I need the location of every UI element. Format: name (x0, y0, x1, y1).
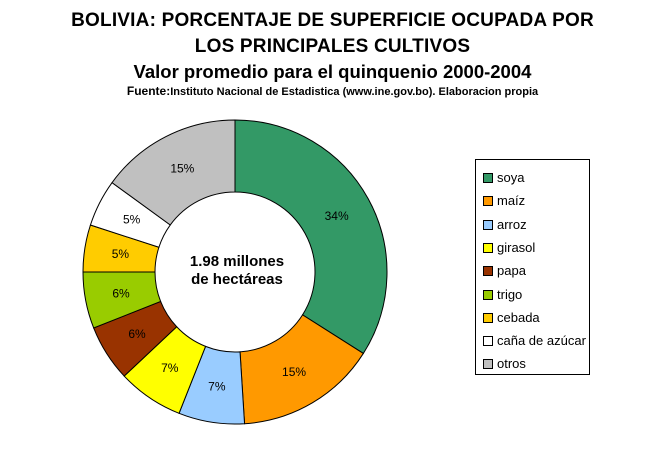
legend-swatch (483, 266, 493, 277)
slice-label-5: 6% (112, 287, 130, 301)
legend-swatch (483, 196, 493, 207)
legend-swatch (483, 173, 493, 183)
slice-label-1: 15% (282, 365, 306, 379)
legend-label: maíz (497, 193, 526, 209)
legend-swatch (483, 219, 493, 230)
legend-swatch (483, 336, 493, 347)
legend-label: arroz (497, 216, 527, 232)
legend-swatch (483, 312, 493, 323)
center-label-line1: 1.98 millones (190, 253, 284, 270)
legend-swatch (483, 359, 493, 370)
legend-label: caña de azúcar (497, 333, 586, 349)
legend-swatch (483, 242, 493, 253)
slice-label-7: 5% (123, 212, 141, 226)
slice-label-3: 7% (161, 361, 179, 375)
slice-label-0: 34% (325, 209, 349, 223)
donut-value-labels: 34% 15% 7% 7% 6% 6% 5% 5% 15% (112, 162, 349, 394)
chart-legend: soya maíz arroz girasol papa trigo cebada caña … (475, 159, 590, 375)
legend-swatch (483, 289, 493, 300)
legend-label: otros (497, 356, 526, 372)
legend-label: girasol (497, 239, 536, 255)
source-label: Fuente: (126, 84, 171, 98)
chart-subtitle: Valor promedio para el quinquenio 2000-2… (133, 61, 532, 82)
slice-0 (234, 119, 388, 355)
center-label-line2: de hectáreas (191, 271, 283, 288)
legend-label: cebada (497, 309, 540, 325)
legend-label: papa (497, 263, 526, 279)
chart-title-line1: BOLIVIA: PORCENTAJE DE SUPERFICIE OCUPAD… (71, 10, 594, 31)
chart-source: Fuente:Instituto Nacional de Estadistica… (0, 84, 665, 98)
source-text: Instituto Nacional de Estadistica (www.i… (170, 86, 539, 98)
donut-slices (82, 119, 388, 425)
slice-label-8: 15% (170, 162, 194, 176)
slice-8 (111, 119, 236, 226)
legend-label: soya (497, 170, 525, 185)
slice-label-6: 5% (112, 247, 130, 261)
chart-title-line2: LOS PRINCIPALES CULTIVOS (194, 36, 471, 57)
slice-label-4: 6% (128, 327, 146, 341)
slice-label-2: 7% (208, 380, 226, 394)
legend-label: trigo (497, 286, 523, 302)
